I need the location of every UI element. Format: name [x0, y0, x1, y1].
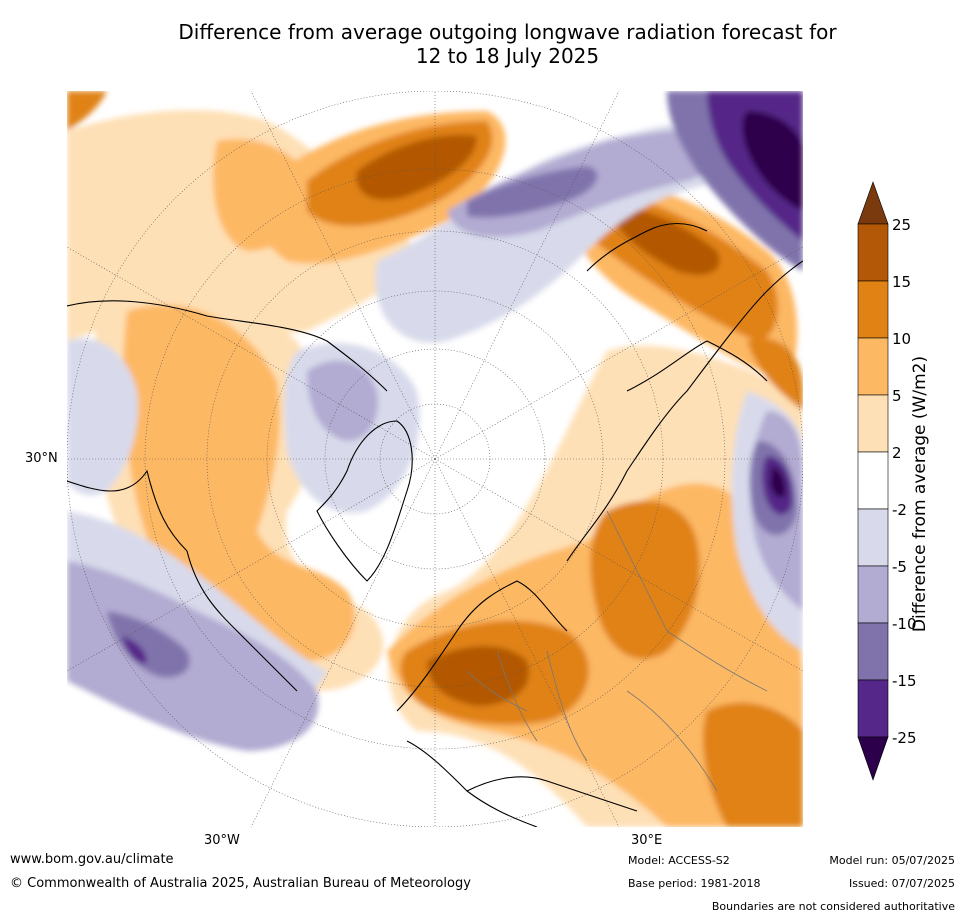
colorbar-bin-10-15	[857, 280, 889, 339]
latitude-circle-70n	[324, 348, 546, 570]
colorbar-bin-m15-m10	[857, 622, 889, 681]
longitude-label-30w: 30°W	[204, 833, 240, 848]
latitude-circle-40n	[144, 168, 726, 750]
colorbar-svg: 25 15 10 5 2 -2 -5 -10 -15 -25	[857, 181, 917, 781]
colorbar-bin-m10-m5	[857, 565, 889, 624]
anomaly-region-15-25-north-pacific	[356, 134, 477, 200]
colorbar-bin-5-10	[857, 337, 889, 396]
colorbar-tick-label: 10	[892, 330, 911, 348]
map-title-line-1: Difference from average outgoing longwav…	[178, 20, 837, 44]
graticule	[67, 91, 803, 827]
boundary-europe	[466, 650, 588, 762]
colorbar-tick-label: -2	[892, 501, 907, 519]
map-title: Difference from average outgoing longwav…	[60, 20, 955, 68]
meridian-30w	[250, 458, 436, 827]
footer-disclaimer: Boundaries are not considered authoritat…	[711, 900, 955, 913]
coastline-east-asia	[626, 340, 768, 392]
boundary-asia	[606, 510, 768, 792]
anomaly-region-below-m25-north-east	[742, 111, 803, 211]
colorbar-bin-15-25	[857, 223, 889, 282]
colorbar-tick-label: 15	[892, 273, 911, 291]
coastline-north-america	[67, 300, 388, 692]
longitude-label-30e: 30°E	[631, 833, 663, 848]
coastline-asia	[566, 223, 803, 562]
colorbar-tick-label: -15	[892, 672, 917, 690]
anomaly-region-10-15-central-asia	[590, 501, 700, 659]
meridian-150e	[434, 91, 620, 460]
colorbar-tick-label: -25	[892, 729, 917, 747]
footer-copyright: © Commonwealth of Australia 2025, Austra…	[10, 876, 471, 891]
anomaly-region-below-m25-east	[770, 466, 786, 498]
footer-model-run: Model run: 05/07/2025	[829, 854, 955, 867]
polar-map	[67, 91, 803, 827]
colorbar-extend-top	[857, 181, 889, 225]
meridian-30e	[434, 458, 620, 827]
footer-model: Model: ACCESS-S2	[628, 854, 730, 867]
map-title-line-2: 12 to 18 July 2025	[415, 44, 600, 68]
colorbar-bin-2-5	[857, 394, 889, 453]
colorbar-tick-label: 25	[892, 216, 911, 234]
colorbar-bin-m5-m2	[857, 508, 889, 567]
anomaly-region-m10-m5-atlantic	[67, 561, 319, 751]
anomaly-region-15-25-europe	[427, 646, 529, 706]
anomaly-region-m15-m10-atlantic	[107, 611, 190, 678]
footer-base-period: Base period: 1981-2018	[628, 877, 761, 890]
country-boundaries	[466, 510, 768, 792]
anomaly-region-m10-m5-greenland	[307, 360, 378, 441]
anomaly-region-m5-m2-west-pacific	[67, 338, 138, 496]
coastlines	[67, 223, 803, 827]
colorbar-tick-label: -5	[892, 558, 907, 576]
footer-website: www.bom.gov.au/climate	[10, 852, 174, 867]
footer-issued: Issued: 07/07/2025	[848, 877, 955, 890]
colorbar-extend-bottom	[857, 736, 889, 781]
olr-anomaly-map	[67, 91, 803, 827]
anomaly-region-m25-m15-atlantic-small	[122, 636, 147, 664]
colorbar-bin-neutral	[857, 451, 889, 510]
meridian-150w	[250, 91, 436, 460]
colorbar-tick-label: 5	[892, 387, 902, 405]
coastline-greenland	[316, 420, 413, 582]
colorbar-tick-label: 2	[892, 444, 902, 462]
anomaly-region-15-25-siberia	[607, 206, 720, 275]
colorbar: 25 15 10 5 2 -2 -5 -10 -15 -25	[855, 180, 965, 785]
anomaly-region-10-15-south-east	[703, 702, 803, 827]
latitude-label-30n: 30°N	[25, 451, 58, 466]
coastline-mediterranean	[466, 776, 638, 812]
colorbar-tick-label: -10	[892, 615, 917, 633]
anomaly-region-10-15-top-left	[67, 91, 107, 131]
colorbar-title: Difference from average (W/m2)	[910, 355, 930, 633]
anomaly-region-10-15-east-asia	[747, 338, 803, 411]
colorbar-bin-m25-m15	[857, 679, 889, 738]
anomaly-region-m15-m10-pacific	[467, 166, 598, 218]
